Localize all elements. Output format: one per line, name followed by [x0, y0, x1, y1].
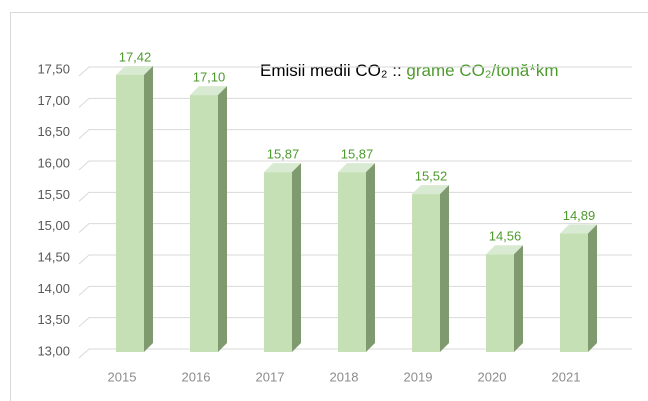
grid-line: [78, 223, 632, 234]
x-tick-label: 2017: [256, 369, 285, 384]
bar-front: [412, 194, 440, 352]
y-tick-label: 16,00: [37, 155, 70, 170]
bar-top: [116, 66, 153, 76]
bar-side: [440, 185, 449, 352]
grid-line: [78, 97, 632, 108]
value-label: 15,52: [415, 169, 448, 184]
y-tick-label: 15,50: [37, 187, 70, 202]
bar-front: [486, 254, 514, 352]
x-tick-label: 2016: [182, 369, 211, 384]
grid-line: [78, 254, 632, 265]
y-tick-label: 17,50: [37, 61, 70, 76]
y-tick-label: 13,00: [37, 343, 70, 358]
grid-line: [78, 129, 632, 140]
bar-front: [190, 95, 218, 353]
bar-side: [292, 163, 301, 352]
grid-line: [78, 317, 632, 328]
value-label: 17,10: [193, 70, 226, 85]
grid-line: [78, 285, 632, 296]
x-tick-label: 2019: [404, 369, 433, 384]
bar-side: [514, 245, 523, 352]
y-tick-label: 17,00: [37, 93, 70, 108]
grid-line: [78, 66, 632, 77]
bar-side: [588, 224, 597, 352]
value-label: 17,42: [119, 49, 152, 64]
y-tick-label: 16,50: [37, 124, 70, 139]
grid-line: [78, 348, 632, 359]
x-tick-label: 2021: [552, 369, 581, 384]
x-tick-label: 2015: [108, 369, 137, 384]
y-tick-label: 13,50: [37, 312, 70, 327]
y-tick-label: 14,00: [37, 281, 70, 296]
y-tick-label: 14,50: [37, 249, 70, 264]
value-label: 15,87: [341, 147, 374, 162]
y-tick-label: 15,00: [37, 218, 70, 233]
bar-side: [218, 86, 227, 353]
bar-top: [338, 163, 375, 173]
bar-top: [560, 224, 597, 234]
value-label: 14,56: [489, 229, 522, 244]
value-label: 15,87: [267, 147, 300, 162]
bar-top: [412, 185, 449, 195]
bar-top: [190, 86, 227, 96]
x-tick-label: 2018: [330, 369, 359, 384]
bar-front: [264, 172, 292, 352]
chart-subtitle: grame CO₂/tonă*km: [406, 61, 558, 80]
value-label: 14,89: [563, 208, 596, 223]
chart-title-group: Emisii medii CO₂ :: grame CO₂/tonă*km: [260, 61, 559, 80]
grid-line: [78, 191, 632, 202]
bar-side: [144, 66, 153, 352]
bar-front: [560, 233, 588, 352]
bar-side: [366, 163, 375, 352]
bar-front: [338, 172, 366, 352]
x-tick-label: 2020: [478, 369, 507, 384]
grid-line: [78, 160, 632, 171]
bar-front: [116, 75, 144, 352]
bar-top: [486, 245, 523, 255]
bar-top: [264, 163, 301, 173]
chart-title: Emisii medii CO₂ ::: [260, 61, 402, 80]
